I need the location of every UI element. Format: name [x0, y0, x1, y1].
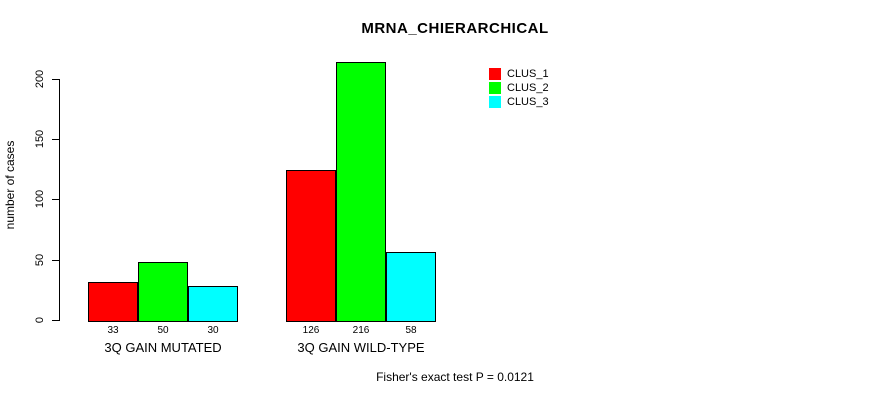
bar-value-label: 58: [405, 325, 417, 336]
y-tick-label: 150: [34, 129, 46, 149]
y-axis-title: number of cases: [3, 140, 17, 230]
category-label: 3Q GAIN WILD-TYPE: [297, 340, 425, 355]
legend-label: CLUS_2: [507, 82, 549, 94]
bar: [88, 282, 138, 322]
y-tick: [52, 79, 59, 80]
bar: [286, 170, 336, 322]
bar: [138, 262, 188, 322]
category-label: 3Q GAIN MUTATED: [104, 340, 222, 355]
legend-row: CLUS_3: [489, 95, 549, 109]
bar-value-label: 33: [107, 325, 119, 336]
bar-value-label: 50: [157, 325, 169, 336]
y-tick: [52, 139, 59, 140]
bar-value-label: 30: [207, 325, 219, 336]
bar-value-label: 216: [352, 325, 370, 336]
legend: CLUS_1 CLUS_2 CLUS_3: [489, 67, 549, 109]
legend-label: CLUS_3: [507, 96, 549, 108]
legend-swatch: [489, 68, 501, 80]
y-tick: [52, 260, 59, 261]
legend-row: CLUS_2: [489, 81, 549, 95]
y-tick-label: 0: [34, 316, 46, 324]
y-tick: [52, 199, 59, 200]
y-tick-label: 100: [34, 189, 46, 209]
bar: [336, 62, 386, 322]
bar: [188, 286, 238, 322]
y-tick-label: 50: [34, 253, 46, 267]
legend-label: CLUS_1: [507, 68, 549, 80]
y-tick: [52, 320, 59, 321]
bar-value-label: 126: [302, 325, 320, 336]
legend-swatch: [489, 96, 501, 108]
footnote-text: Fisher's exact test P = 0.0121: [376, 370, 534, 384]
legend-swatch: [489, 82, 501, 94]
chart-title: MRNA_CHIERARCHICAL: [361, 20, 549, 37]
y-axis-line: [59, 79, 60, 321]
bar: [386, 252, 436, 322]
legend-row: CLUS_1: [489, 67, 549, 81]
y-tick-label: 200: [34, 69, 46, 89]
